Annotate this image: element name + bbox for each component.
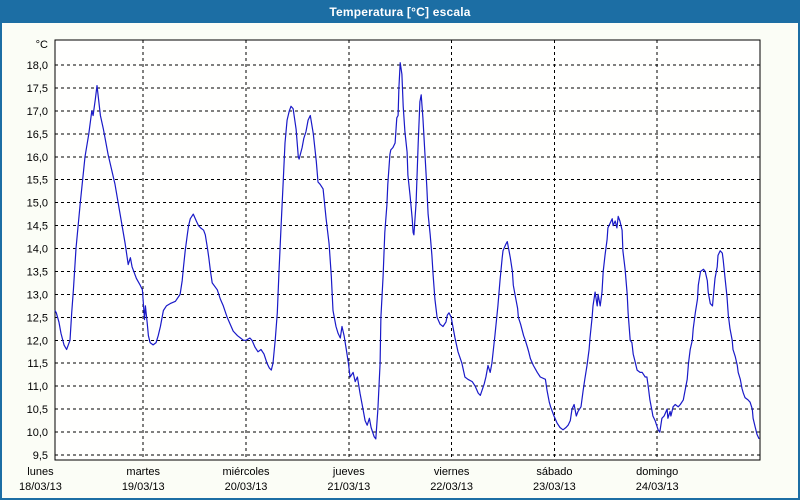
temperature-line [54, 62, 760, 440]
x-day-label: jueves [332, 466, 365, 478]
x-date-label: 22/03/13 [430, 481, 473, 493]
y-tick-label: 16,5 [27, 129, 48, 141]
y-tick-label: 10,0 [27, 427, 48, 439]
x-date-label: 24/03/13 [636, 481, 679, 493]
y-tick-label: 18,0 [27, 60, 48, 72]
x-date-label: 20/03/13 [225, 481, 268, 493]
y-tick-label: 17,0 [27, 106, 48, 118]
x-day-label: martes [126, 466, 160, 478]
plot-area [55, 40, 760, 460]
x-date-label: 18/03/13 [19, 481, 62, 493]
y-tick-label: 11,5 [27, 358, 48, 370]
title-bar: Temperatura [°C] escala [2, 2, 798, 23]
x-date-label: 23/03/13 [533, 481, 576, 493]
window-title: Temperatura [°C] escala [329, 5, 471, 19]
y-tick-label: 15,5 [27, 175, 48, 187]
y-tick-label: 16,0 [27, 152, 48, 164]
x-day-label: lunes [27, 466, 54, 478]
x-day-label: miércoles [222, 466, 270, 478]
y-tick-label: 14,5 [27, 221, 48, 233]
y-tick-label: 11,0 [27, 381, 48, 393]
plot-border [54, 39, 761, 461]
y-tick-label: 10,5 [27, 404, 48, 416]
y-tick-label: 9,5 [33, 450, 48, 462]
x-day-label: viernes [434, 466, 470, 478]
x-date-label: 19/03/13 [122, 481, 165, 493]
y-tick-label: 15,0 [27, 198, 48, 210]
y-tick-label: 12,0 [27, 335, 48, 347]
y-tick-label: 13,0 [27, 289, 48, 301]
y-tick-label: 13,5 [27, 266, 48, 278]
x-day-label: domingo [636, 466, 678, 478]
y-tick-label: 12,5 [27, 312, 48, 324]
y-tick-label: 14,0 [27, 244, 48, 256]
y-tick-label: 17,5 [27, 83, 48, 95]
temperature-chart[interactable]: 18,0 17,5 17,0 16,5 16,0 15,5 15,0 14,5 14,0 13,5… [2, 23, 798, 498]
y-axis-unit-label: °C [36, 39, 48, 51]
x-day-label: sábado [536, 466, 572, 478]
x-date-label: 21/03/13 [327, 481, 370, 493]
